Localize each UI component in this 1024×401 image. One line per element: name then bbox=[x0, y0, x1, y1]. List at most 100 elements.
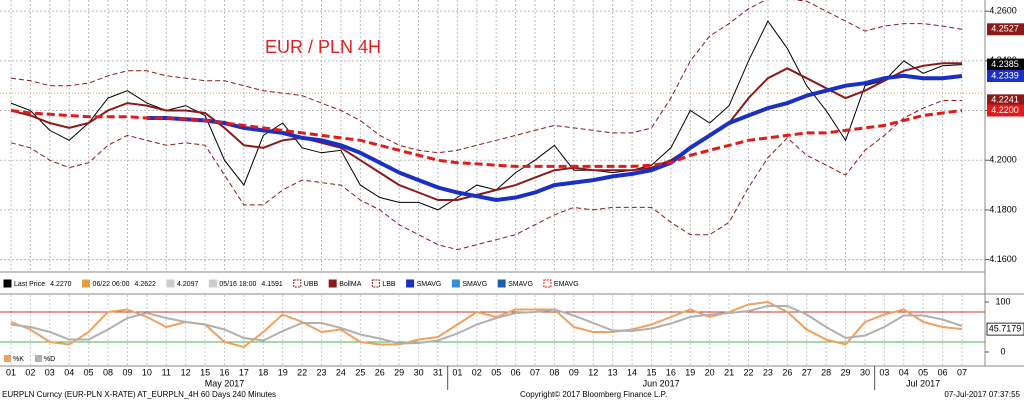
legend-swatch bbox=[328, 279, 337, 288]
x-tick-label: 12 bbox=[588, 367, 598, 377]
x-tick-label: 12 bbox=[181, 367, 191, 377]
x-tick-label: 09 bbox=[122, 367, 132, 377]
x-tick-label: 20 bbox=[705, 367, 715, 377]
price-tag-label: 4.2241 bbox=[991, 95, 1019, 105]
legend-text: BollMA bbox=[339, 281, 362, 288]
x-tick-label: 30 bbox=[414, 367, 424, 377]
legend-swatch bbox=[166, 279, 175, 288]
x-tick-label: 01 bbox=[6, 367, 16, 377]
series-line bbox=[10, 109, 963, 168]
x-tick-label: 25 bbox=[355, 367, 365, 377]
x-tick-label: 15 bbox=[646, 367, 656, 377]
x-tick-label: 02 bbox=[25, 367, 35, 377]
x-tick-label: 22 bbox=[297, 367, 307, 377]
price-tag bbox=[987, 94, 1024, 107]
x-tick-label: 29 bbox=[841, 367, 851, 377]
x-tick-label: 30 bbox=[860, 367, 870, 377]
x-tick-label: 21 bbox=[724, 367, 734, 377]
x-tick-label: 26 bbox=[782, 367, 792, 377]
x-tick-label: 03 bbox=[45, 367, 55, 377]
x-tick-label: 04 bbox=[64, 367, 74, 377]
x-tick-label: 22 bbox=[744, 367, 754, 377]
x-tick-label: 15 bbox=[200, 367, 210, 377]
legend-text: 06/22 06:00 bbox=[93, 281, 130, 288]
x-tick-label: 02 bbox=[472, 367, 482, 377]
price-tag bbox=[987, 23, 1024, 36]
legend-swatch bbox=[34, 355, 42, 362]
x-tick-label: 16 bbox=[666, 367, 676, 377]
x-tick-label: 23 bbox=[763, 367, 773, 377]
x-tick-label: 27 bbox=[802, 367, 812, 377]
footer-center: Copyright© 2017 Bloomberg Finance L.P. bbox=[520, 390, 667, 399]
legend-swatch bbox=[497, 279, 506, 288]
price-tag-label: 4.2200 bbox=[991, 105, 1019, 115]
x-tick-label: 08 bbox=[549, 367, 559, 377]
price-tag-label: 4.2385 bbox=[991, 59, 1019, 69]
x-tick-label: 01 bbox=[452, 367, 462, 377]
x-tick-label: 24 bbox=[336, 367, 346, 377]
price-tag bbox=[987, 104, 1024, 117]
y-tick-label: 100 bbox=[995, 296, 1010, 306]
series-line bbox=[10, 305, 963, 345]
price-tag bbox=[987, 58, 1024, 71]
x-tick-label: 19 bbox=[278, 367, 288, 377]
x-tick-label: 06 bbox=[938, 367, 948, 377]
legend-swatch bbox=[82, 279, 91, 288]
x-tick-label: 18 bbox=[258, 367, 268, 377]
x-tick-label: 05 bbox=[84, 367, 94, 377]
x-tick-label: 07 bbox=[530, 367, 540, 377]
chart-title: EUR / PLN 4H bbox=[265, 37, 381, 57]
legend-text: 4.2622 bbox=[135, 281, 157, 288]
x-tick-label: 19 bbox=[685, 367, 695, 377]
legend-swatch bbox=[543, 279, 552, 288]
price-tag-label: 4.2339 bbox=[991, 70, 1019, 80]
x-tick-label: 05 bbox=[491, 367, 501, 377]
x-tick-label: 08 bbox=[103, 367, 113, 377]
legend-swatch bbox=[293, 279, 302, 288]
legend-text: 4.2270 bbox=[50, 281, 72, 288]
y-tick-label: 4.2600 bbox=[989, 6, 1017, 16]
legend-swatch bbox=[208, 279, 217, 288]
legend-swatch bbox=[4, 355, 11, 362]
series-line bbox=[10, 0, 963, 154]
legend-text: EMAVG bbox=[554, 281, 579, 288]
legend-text: 4.2097 bbox=[177, 281, 199, 288]
legend-text: %D bbox=[44, 356, 55, 363]
footer-right: 07-Jul-2017 07:37:55 bbox=[944, 390, 1020, 399]
legend-swatch bbox=[371, 279, 380, 288]
legend-swatch bbox=[406, 279, 415, 288]
legend-swatch bbox=[3, 279, 12, 288]
y-tick-label: 4.1600 bbox=[989, 254, 1017, 264]
legend-text: SMAVG bbox=[417, 281, 442, 288]
legend-text: 4.1591 bbox=[261, 281, 283, 288]
x-tick-label: 09 bbox=[569, 367, 579, 377]
legend-text: SMAVG bbox=[462, 281, 487, 288]
x-tick-label: 23 bbox=[317, 367, 327, 377]
series-line bbox=[10, 62, 962, 201]
y-tick-label: 4.1800 bbox=[989, 204, 1017, 214]
x-tick-label: 26 bbox=[375, 367, 385, 377]
x-tick-label: 14 bbox=[627, 367, 637, 377]
price-tag-label: 4.2527 bbox=[991, 24, 1019, 34]
x-tick-label: 29 bbox=[394, 367, 404, 377]
price-tag bbox=[987, 70, 1024, 83]
y-tick-label: 4.2000 bbox=[989, 155, 1017, 165]
month-label: Jul 2017 bbox=[906, 378, 940, 388]
y-tick-label: 0 bbox=[1000, 346, 1005, 356]
legend-text: Last Price bbox=[14, 281, 45, 288]
month-label: Jun 2017 bbox=[643, 378, 680, 388]
x-tick-label: 28 bbox=[821, 367, 831, 377]
legend-text: UBB bbox=[304, 281, 319, 288]
series-line bbox=[10, 99, 963, 251]
x-tick-label: 11 bbox=[162, 367, 171, 377]
x-tick-label: 13 bbox=[608, 367, 618, 377]
legend-swatch bbox=[451, 279, 460, 288]
x-tick-label: 07 bbox=[957, 367, 967, 377]
legend-text: LBB bbox=[382, 281, 396, 288]
price-tag-label: 45.7179 bbox=[989, 324, 1022, 334]
x-tick-label: 03 bbox=[879, 367, 889, 377]
series-line bbox=[146, 73, 963, 203]
x-tick-label: 10 bbox=[142, 367, 152, 377]
